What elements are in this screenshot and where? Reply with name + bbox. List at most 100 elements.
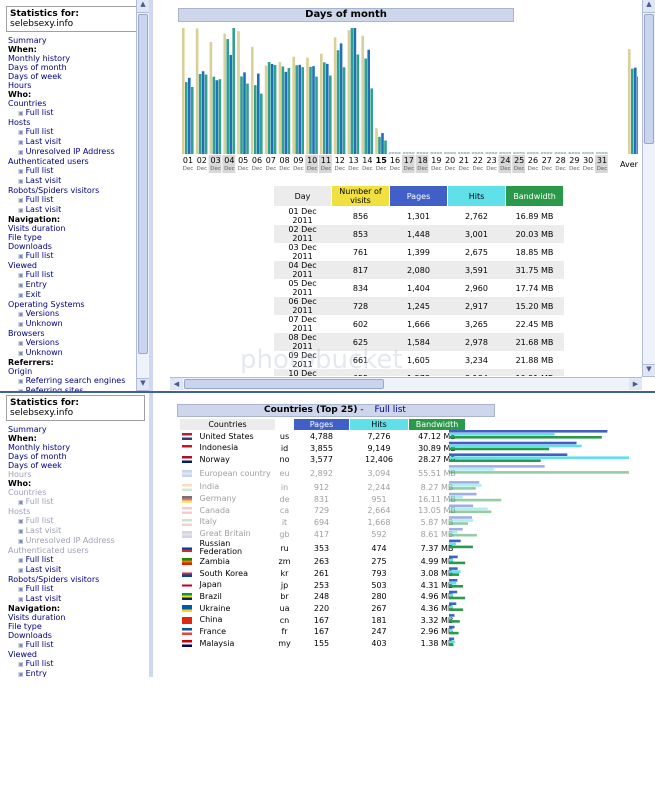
sidebar-item-authenticated-users[interactable]: Authenticated users <box>8 546 89 555</box>
sidebar-item-days-of-month[interactable]: Days of month <box>8 63 67 72</box>
sidebar-item-full-list[interactable]: Full list <box>8 640 149 650</box>
sidebar-item-referring-sites[interactable]: Referring sites <box>8 386 149 391</box>
sidebar-item-countries[interactable]: Countries <box>8 488 47 497</box>
sidebar-item-last-visit[interactable]: Last visit <box>8 594 149 604</box>
bar-pages <box>364 58 367 154</box>
sidebar-item-monthly-history[interactable]: Monthly history <box>8 54 71 63</box>
sidebar-item-last-visit[interactable]: Last visit <box>8 565 149 575</box>
sidebar-item-browsers[interactable]: Browsers <box>8 329 45 338</box>
sidebar-item-full-list[interactable]: Full list <box>8 555 149 565</box>
scroll-thumb[interactable] <box>138 14 148 354</box>
table-row: 10 Dec 20116551,5783,18419.51 MB <box>273 369 564 376</box>
sidebar-item-last-visit[interactable]: Last visit <box>8 176 149 186</box>
x-sub-label: Dec <box>569 166 580 172</box>
hits-bar <box>449 519 474 522</box>
pages-bar <box>449 539 461 543</box>
sidebar-item-full-list[interactable]: Full list <box>8 166 149 176</box>
scroll-up-icon[interactable]: ▲ <box>137 0 149 13</box>
country-pages: 3,577 <box>310 455 333 465</box>
sidebar-item-authenticated-users[interactable]: Authenticated users <box>8 157 89 166</box>
sidebar-item-full-list[interactable]: Full list <box>8 584 149 594</box>
flag-cell <box>180 626 198 638</box>
sidebar-item-downloads[interactable]: Downloads <box>8 242 52 251</box>
scroll-right-icon[interactable]: ▶ <box>629 378 642 390</box>
sidebar-item-versions[interactable]: Versions <box>8 338 149 348</box>
sidebar-item-full-list[interactable]: Full list <box>8 195 149 205</box>
country-bandwidth: 30.89 MB <box>418 443 456 453</box>
sidebar-item-unknown[interactable]: Unknown <box>8 348 149 358</box>
sidebar-item-exit[interactable]: Exit <box>8 290 149 300</box>
sidebar-item-days-of-month[interactable]: Days of month <box>8 452 67 461</box>
sidebar-item-full-list[interactable]: Full list <box>8 127 149 137</box>
sidebar-item-full-list[interactable]: Full list <box>8 497 149 507</box>
sidebar-item-last-visit[interactable]: Last visit <box>8 526 149 536</box>
sidebar-item-referring-search-engines[interactable]: Referring search engines <box>8 376 149 386</box>
bandwidth-bar <box>449 487 476 490</box>
sidebar-item-unknown[interactable]: Unknown <box>8 319 149 329</box>
sidebar-item-days-of-week[interactable]: Days of week <box>8 461 62 470</box>
panel-separator <box>0 391 655 393</box>
country-code: kr <box>280 569 289 579</box>
sidebar-item-summary[interactable]: Summary <box>8 425 47 434</box>
sidebar-item-file-type[interactable]: File type <box>8 233 42 242</box>
sidebar-item-last-visit[interactable]: Last visit <box>8 137 149 147</box>
main-scroll-thumb[interactable] <box>644 14 654 144</box>
sidebar-item-origin[interactable]: Origin <box>8 367 33 376</box>
sidebar-scrollbar[interactable]: ▲ ▼ <box>136 0 149 391</box>
sidebar-item-full-list[interactable]: Full list <box>8 270 149 280</box>
horizontal-scrollbar[interactable]: ◀ ▶ <box>170 377 642 390</box>
main-scroll-up-icon[interactable]: ▲ <box>643 0 655 13</box>
x-sub-label: Dec <box>472 166 483 172</box>
sidebar-item-entry[interactable]: Entry <box>8 280 149 290</box>
main-scroll-down-icon[interactable]: ▼ <box>643 364 655 377</box>
sidebar-item-viewed[interactable]: Viewed <box>8 650 37 659</box>
countries-full-list-link[interactable]: Full list <box>374 405 406 415</box>
bar-number-of-visits <box>361 35 364 154</box>
title-dash: - <box>360 405 367 415</box>
day-highlight <box>595 155 608 173</box>
sidebar-item-hosts[interactable]: Hosts <box>8 507 31 516</box>
scroll-down-icon[interactable]: ▼ <box>137 378 149 391</box>
stats-for-box-bottom: Statistics for: selebsexy.info <box>6 395 145 421</box>
sidebar-item-operating-systems[interactable]: Operating Systems <box>8 300 85 309</box>
sidebar-item-robots-spiders-visitors[interactable]: Robots/Spiders visitors <box>8 186 100 195</box>
sidebar-item-viewed[interactable]: Viewed <box>8 261 37 270</box>
sidebar-item-visits-duration[interactable]: Visits duration <box>8 224 66 233</box>
bar-hits <box>533 152 536 154</box>
bar-number-of-visits <box>209 41 213 154</box>
horizontal-scroll-thumb[interactable] <box>184 379 384 389</box>
sidebar-item-days-of-week[interactable]: Days of week <box>8 72 62 81</box>
x-tick-label: 14 <box>362 156 372 165</box>
sidebar-item-unresolved-ip-address[interactable]: Unresolved IP Address <box>8 536 149 546</box>
country-name: European country <box>199 468 271 478</box>
bar-bandwidth <box>301 67 304 154</box>
sidebar-item-full-list[interactable]: Full list <box>8 251 149 261</box>
main-scrollbar[interactable]: ▲ ▼ <box>642 0 655 377</box>
sidebar-item-full-list[interactable]: Full list <box>8 108 149 118</box>
sidebar-item-unresolved-ip-address[interactable]: Unresolved IP Address <box>8 147 149 157</box>
sidebar-item-hours[interactable]: Hours <box>8 81 32 90</box>
bar-bandwidth <box>563 152 567 154</box>
days-of-month-chart: 01Dec02Dec03Dec04Dec05Dec06Dec07Dec08Dec… <box>182 28 638 173</box>
sidebar-item-monthly-history[interactable]: Monthly history <box>8 443 71 452</box>
sidebar-item-robots-spiders-visitors[interactable]: Robots/Spiders visitors <box>8 575 100 584</box>
site-name: selebsexy.info <box>10 408 74 418</box>
sidebar-item-downloads[interactable]: Downloads <box>8 631 52 640</box>
sidebar-item-who: Who: <box>8 90 32 99</box>
sidebar-item-hosts[interactable]: Hosts <box>8 118 31 127</box>
sidebar-item-full-list[interactable]: Full list <box>8 516 149 526</box>
sidebar-item-entry[interactable]: Entry <box>8 669 149 677</box>
bar-pages <box>281 66 285 154</box>
x-sub-label: Dec <box>307 166 318 172</box>
sidebar-item-summary[interactable]: Summary <box>8 36 47 45</box>
sidebar-item-versions[interactable]: Versions <box>8 309 149 319</box>
x-sub-label: Dec <box>376 166 387 172</box>
sidebar-item-visits-duration[interactable]: Visits duration <box>8 613 66 622</box>
day-highlight <box>222 155 236 173</box>
sidebar-item-file-type[interactable]: File type <box>8 622 42 631</box>
scroll-left-icon[interactable]: ◀ <box>170 378 183 390</box>
sidebar-item-hours[interactable]: Hours <box>8 470 32 479</box>
sidebar-item-last-visit[interactable]: Last visit <box>8 205 149 215</box>
sidebar-item-full-list[interactable]: Full list <box>8 659 149 669</box>
sidebar-item-countries[interactable]: Countries <box>8 99 47 108</box>
